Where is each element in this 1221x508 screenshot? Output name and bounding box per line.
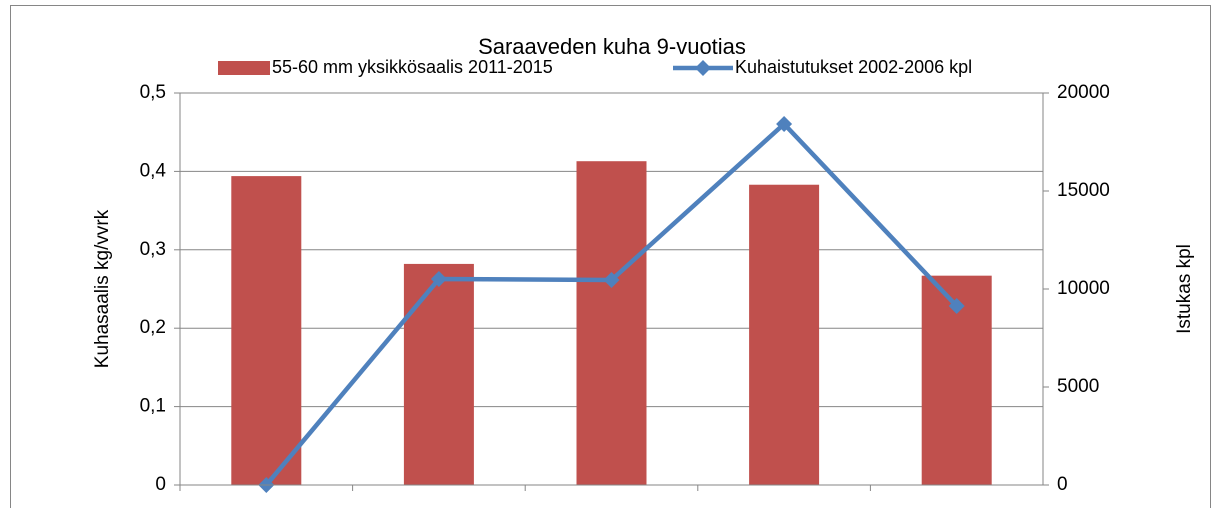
- bar: [749, 184, 820, 485]
- legend-swatch: [218, 61, 270, 75]
- bar: [231, 176, 302, 485]
- bar: [403, 263, 474, 485]
- line-marker: [948, 298, 965, 315]
- y-tick-label: 0,5: [140, 82, 166, 103]
- y-tick-label: 0,2: [140, 317, 166, 338]
- y-tick-label: 0: [155, 474, 166, 495]
- y2-tick-label: 10000: [1057, 278, 1110, 299]
- y2-tick-label: 20000: [1057, 82, 1110, 103]
- line-marker: [776, 115, 793, 132]
- legend-marker: [695, 60, 711, 76]
- line-marker: [603, 271, 620, 288]
- bar: [576, 161, 647, 485]
- legend-label: 55-60 mm yksikkösaalis 2011-2015: [272, 57, 553, 77]
- chart-frame: [10, 5, 1211, 508]
- y2-tick-label: 0: [1057, 474, 1068, 495]
- chart-title: Saraaveden kuha 9-vuotias: [478, 34, 746, 59]
- y2-axis-label: Istukas kpl: [1174, 244, 1195, 334]
- line-marker: [430, 271, 447, 288]
- y-tick-label: 0,1: [140, 396, 166, 417]
- y-axis-label: Kuhasaalis kg/vvrk: [92, 209, 113, 368]
- y2-tick-label: 15000: [1057, 180, 1110, 201]
- legend-label: Kuhaistutukset 2002-2006 kpl: [735, 57, 972, 77]
- y-tick-label: 0,4: [140, 160, 167, 181]
- y-tick-label: 0,3: [140, 239, 166, 260]
- y2-tick-label: 5000: [1057, 376, 1099, 397]
